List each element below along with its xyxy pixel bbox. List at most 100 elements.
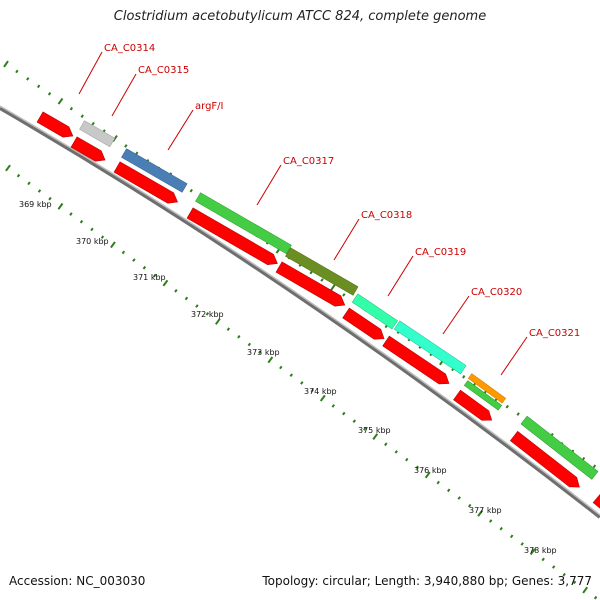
cds-arrow-argf-i[interactable]	[113, 161, 181, 207]
tick-mark	[110, 241, 116, 249]
tick-mark	[330, 284, 336, 291]
leader-ca-c0320	[442, 295, 470, 335]
tick-mark	[142, 265, 147, 270]
cds-arrows	[36, 111, 600, 516]
gene-labels: CA_C0314 CA_C0315 argF/I CA_C0317 CA_C03…	[104, 43, 580, 339]
tick-mark	[424, 471, 431, 479]
gene-label-ca-c0320[interactable]: CA_C0320	[471, 287, 522, 298]
gene-label-ca-c0319[interactable]: CA_C0319	[415, 247, 466, 258]
cog-bar-ca-c0321-green[interactable]	[463, 380, 503, 411]
tick-mark	[352, 419, 357, 423]
tick-mark	[592, 464, 597, 469]
tick-mark	[509, 534, 514, 539]
tick-mark	[258, 350, 262, 354]
tick-mark	[48, 196, 52, 201]
tick-mark	[80, 114, 84, 118]
tick-mark	[91, 121, 95, 126]
leader-ca-c0315	[111, 73, 137, 117]
cds-arrow-ca-c0317[interactable]	[186, 207, 280, 269]
gene-label-argf-i[interactable]: argF/I	[195, 101, 223, 112]
tick-mark	[342, 293, 346, 297]
tick-mark	[47, 92, 52, 96]
cds-arrow-ca-c0318[interactable]	[275, 261, 348, 310]
cds-arrow-ca-c0319[interactable]	[342, 307, 388, 344]
tick-mark	[320, 278, 324, 282]
genome-backbone	[0, 106, 600, 519]
tick-mark	[36, 84, 41, 89]
gene-label-ca-c0321[interactable]: CA_C0321	[529, 328, 580, 339]
cog-bars	[79, 120, 599, 480]
label-leader-lines	[78, 51, 528, 376]
leader-ca-c0314	[78, 51, 103, 95]
tick-mark	[27, 181, 31, 186]
tick-mark	[16, 173, 21, 178]
gene-label-ca-c0314[interactable]: CA_C0314	[104, 43, 155, 54]
tick-mark	[562, 572, 566, 577]
genome-backbone-highlight	[0, 105, 600, 516]
tick-mark	[593, 595, 598, 600]
cds-arrow-ca-c0321[interactable]	[453, 389, 495, 425]
kbp-label: 377 kbp	[469, 506, 502, 515]
tick-mark	[300, 381, 304, 385]
cog-bar-ca-c0318[interactable]	[285, 247, 359, 296]
tick-mark	[541, 557, 545, 562]
leader-ca-c0317	[256, 164, 282, 206]
cog-bar-ca-c0319[interactable]	[351, 293, 398, 330]
cds-arrow-ca-c0314[interactable]	[36, 111, 76, 141]
cds-arrow-ca-c0315[interactable]	[70, 136, 108, 165]
tick-mark	[529, 548, 536, 556]
kbp-label: 370 kbp	[76, 237, 109, 246]
tick-mark	[516, 412, 520, 416]
tick-mark	[37, 189, 42, 193]
tick-mark	[100, 235, 105, 239]
cog-bar-next-gene[interactable]	[520, 415, 599, 480]
tick-mark	[184, 296, 189, 301]
gene-label-ca-c0317[interactable]: CA_C0317	[283, 156, 334, 167]
tick-mark	[124, 144, 128, 148]
tick-mark	[477, 509, 484, 517]
tick-mark	[15, 69, 19, 74]
tick-mark	[26, 77, 30, 81]
cog-bar-ca-c0314[interactable]	[79, 120, 116, 148]
cog-bar-ca-c0317[interactable]	[195, 192, 292, 255]
cds-arrow-edge[interactable]	[592, 493, 600, 516]
tick-mark	[289, 373, 294, 377]
tick-mark	[174, 289, 178, 293]
cog-bar-ca-c0315[interactable]	[121, 148, 188, 193]
tick-mark	[331, 404, 336, 408]
kbp-scale-labels: 369 kbp 370 kbp 371 kbp 372 kbp 373 kbp …	[19, 200, 557, 555]
gene-label-ca-c0315[interactable]: CA_C0315	[138, 65, 189, 76]
tick-mark	[499, 526, 503, 531]
cog-bar-ca-c0320[interactable]	[393, 320, 467, 375]
tick-mark	[195, 304, 199, 308]
tick-mark	[279, 365, 283, 370]
map-title: Clostridium acetobutylicum ATCC 824, com…	[113, 9, 487, 24]
tick-mark	[551, 565, 556, 569]
kbp-label: 375 kbp	[358, 426, 391, 435]
kbp-label: 369 kbp	[19, 200, 52, 209]
tick-mark	[5, 164, 11, 172]
cds-arrow-ca-c0320[interactable]	[382, 335, 453, 388]
cds-arrow-next-gene[interactable]	[509, 430, 583, 492]
gene-label-ca-c0318[interactable]: CA_C0318	[361, 210, 412, 221]
tick-mark	[132, 258, 136, 262]
kbp-label: 374 kbp	[304, 387, 337, 396]
tick-mark	[3, 60, 9, 68]
tick-mark	[415, 465, 419, 470]
tick-mark	[582, 586, 589, 594]
tick-mark	[162, 279, 169, 287]
tick-mark	[394, 450, 398, 454]
kbp-label: 372 kbp	[191, 310, 224, 319]
cog-bar-ca-c0321-orange[interactable]	[467, 373, 507, 404]
tick-mark	[214, 318, 221, 325]
tick-mark	[363, 427, 367, 431]
tick-mark	[405, 457, 409, 462]
tick-mark	[69, 212, 73, 216]
kbp-label: 378 kbp	[524, 546, 557, 555]
accession-text: Accession: NC_003030	[9, 574, 146, 588]
tick-mark	[446, 488, 451, 493]
tick-mark	[267, 356, 274, 364]
tick-mark	[505, 404, 509, 409]
